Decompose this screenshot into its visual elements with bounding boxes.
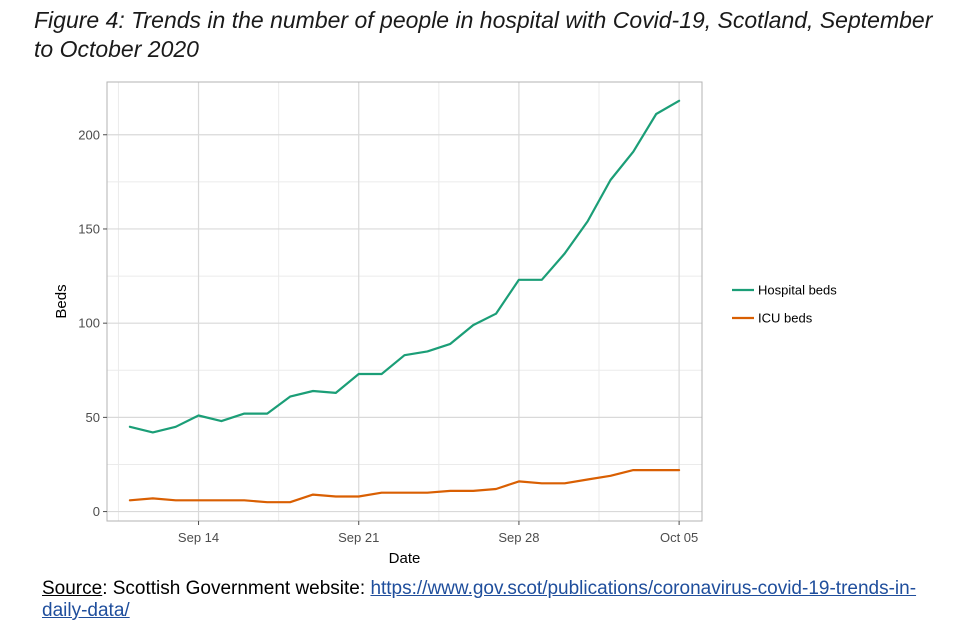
- series-layer: [128, 99, 681, 504]
- x-tick-label: Sep 21: [338, 530, 379, 545]
- legend-label: Hospital beds: [758, 283, 837, 298]
- legend: Hospital beds ICU beds: [732, 283, 837, 326]
- y-tick-label: 100: [78, 316, 100, 331]
- source-link[interactable]: https://www.gov.scot/publications/corona…: [42, 578, 917, 621]
- y-tick-label: 200: [78, 127, 100, 142]
- line-chart: 0 50 100 150 200 Sep 14 Sep 21 Sep 28 Oct 05 Date…: [53, 81, 837, 567]
- x-tick-label: Sep 28: [498, 530, 539, 545]
- y-axis-title: Beds: [53, 284, 70, 318]
- source-label: Source: [42, 578, 103, 599]
- source-text: : Scottish Government website:: [102, 578, 371, 599]
- x-tick-label: Sep 14: [178, 530, 219, 545]
- axes: 0 50 100 150 200 Sep 14 Sep 21 Sep 28 Oct 05 Date…: [53, 127, 698, 567]
- y-tick-label: 150: [78, 221, 100, 236]
- figure-title: Figure 4: Trends in the number of people…: [34, 7, 933, 62]
- plot-border: [106, 81, 703, 522]
- plot-background: [107, 82, 702, 521]
- x-axis-title: Date: [389, 550, 421, 567]
- legend-label: ICU beds: [758, 311, 813, 326]
- x-tick-label: Oct 05: [660, 530, 698, 545]
- plot-area: [106, 81, 703, 522]
- series-line-icu-beds: [128, 469, 681, 504]
- y-tick-label: 50: [86, 410, 100, 425]
- source-note: Source: Scottish Government website: htt…: [42, 578, 922, 622]
- y-tick-label: 0: [93, 504, 100, 519]
